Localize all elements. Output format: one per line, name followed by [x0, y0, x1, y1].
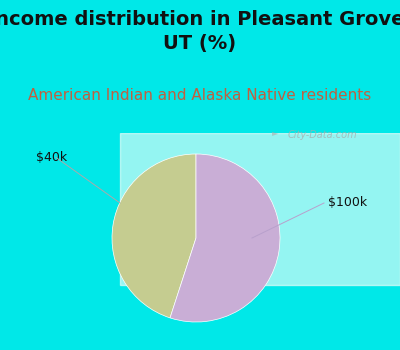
Wedge shape: [170, 154, 280, 322]
Bar: [120, 133, 400, 285]
Text: ►: ►: [272, 128, 278, 137]
Text: $40k: $40k: [36, 151, 67, 164]
Wedge shape: [112, 154, 196, 318]
Text: $100k: $100k: [328, 196, 367, 210]
Text: American Indian and Alaska Native residents: American Indian and Alaska Native reside…: [28, 88, 372, 103]
Text: Income distribution in Pleasant Grove,
UT (%): Income distribution in Pleasant Grove, U…: [0, 10, 400, 53]
Text: City-Data.com: City-Data.com: [288, 130, 358, 140]
